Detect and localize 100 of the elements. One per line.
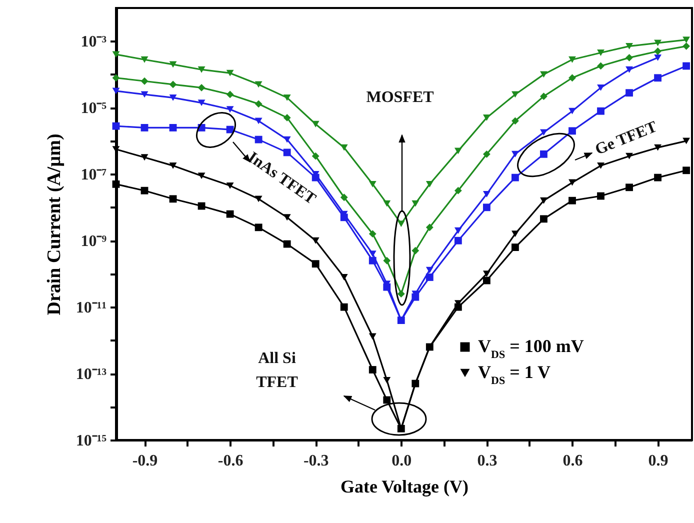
point	[454, 186, 462, 194]
point	[112, 51, 120, 58]
point	[397, 220, 405, 228]
point	[140, 91, 148, 98]
point	[568, 179, 576, 186]
point	[283, 148, 291, 156]
point	[254, 136, 262, 144]
point	[654, 174, 662, 182]
x-tick-label: 0.9	[648, 452, 668, 470]
point	[140, 77, 148, 85]
point	[169, 195, 177, 203]
point	[340, 194, 348, 202]
point	[482, 270, 490, 278]
point	[198, 84, 206, 92]
y-tick-label: 10⁻⁹	[80, 233, 107, 250]
point	[169, 80, 177, 88]
point	[597, 162, 604, 169]
point	[512, 150, 519, 158]
point	[254, 224, 262, 232]
point	[198, 66, 206, 73]
point	[283, 114, 291, 122]
point	[312, 152, 320, 160]
point	[383, 256, 391, 264]
legend-label: V$_{DS}$ = 100 mV	[478, 336, 584, 361]
point	[482, 150, 490, 158]
point	[454, 303, 462, 311]
point	[512, 91, 519, 98]
point	[512, 244, 519, 251]
point	[597, 107, 604, 115]
point	[568, 56, 576, 63]
y-tick-label: 10⁻¹¹	[76, 300, 107, 317]
point	[140, 186, 148, 194]
point	[654, 144, 662, 151]
point	[454, 148, 462, 154]
point	[368, 256, 376, 264]
x-tick-label: 0.0	[392, 452, 412, 470]
point	[283, 214, 291, 221]
x-tick-label: -0.3	[303, 452, 329, 470]
point	[383, 376, 391, 384]
point	[198, 202, 206, 210]
point	[312, 260, 320, 268]
point	[568, 74, 576, 82]
point	[368, 180, 376, 188]
point	[254, 196, 262, 202]
annotation: All Si TFET	[256, 350, 298, 391]
point	[626, 152, 633, 160]
point	[654, 54, 662, 61]
x-tick-label: -0.9	[132, 452, 158, 470]
point	[540, 129, 548, 136]
point	[682, 62, 690, 70]
point	[226, 126, 234, 134]
point	[112, 122, 120, 130]
point	[626, 89, 633, 97]
point	[682, 42, 690, 50]
point	[654, 48, 662, 55]
point	[283, 94, 291, 101]
point	[112, 88, 120, 94]
point	[682, 138, 690, 144]
point	[482, 204, 490, 212]
point	[568, 196, 576, 204]
point	[283, 136, 291, 143]
point	[226, 210, 234, 218]
point	[540, 197, 548, 204]
point	[368, 333, 376, 340]
point	[368, 230, 376, 238]
x-tick-label: 0.3	[477, 452, 498, 470]
y-tick-label: 10⁻⁵	[80, 100, 107, 118]
point	[340, 303, 348, 311]
point	[454, 236, 462, 244]
point	[540, 92, 548, 100]
point	[454, 227, 462, 234]
point	[226, 182, 234, 189]
point	[654, 40, 662, 46]
point	[340, 274, 348, 280]
point	[568, 108, 576, 114]
point	[597, 50, 604, 56]
y-tick-label: 10⁻³	[80, 34, 107, 51]
point	[169, 162, 177, 169]
annotation: MOSFET	[366, 89, 434, 106]
point	[512, 230, 519, 238]
point	[226, 106, 234, 113]
point	[283, 240, 291, 248]
point	[169, 124, 177, 132]
point	[512, 174, 519, 182]
point	[597, 84, 604, 91]
point	[368, 366, 376, 374]
point	[412, 246, 420, 254]
legend-label: V$_{DS}$ = 1 V	[478, 362, 550, 387]
point	[112, 180, 120, 188]
point	[198, 172, 206, 180]
y-axis-title: Drain Current (A/µm)	[44, 134, 65, 316]
point	[426, 266, 434, 274]
point	[626, 66, 633, 73]
y-tick-label: 10⁻¹³	[76, 366, 107, 384]
point	[512, 117, 519, 125]
point	[482, 190, 490, 198]
x-tick-label: -0.6	[218, 452, 244, 470]
point	[597, 192, 604, 200]
point	[540, 71, 548, 78]
point	[226, 90, 234, 98]
